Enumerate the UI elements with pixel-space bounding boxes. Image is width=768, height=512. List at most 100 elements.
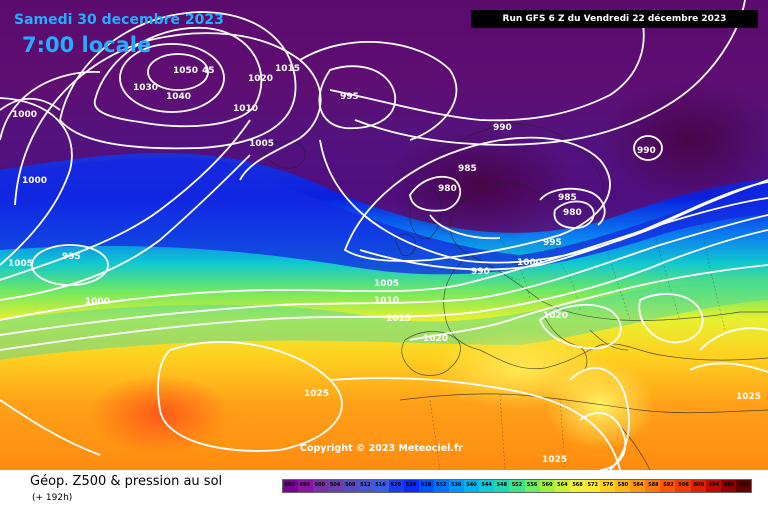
scale-label: 540 bbox=[466, 482, 477, 488]
scale-label: 520 bbox=[390, 482, 401, 488]
isobar-label: 1005 bbox=[249, 139, 274, 149]
color-scale-labels: 492 496 500 504 508 512 516 520 524 528 532 536 540 5… bbox=[282, 480, 752, 490]
isobar-label: 1040 bbox=[166, 92, 191, 102]
isobar-label: 1025 bbox=[304, 389, 329, 399]
forecast-date: Samedi 30 decembre 2023 bbox=[14, 12, 224, 28]
scale-swatch bbox=[705, 480, 721, 492]
scale-swatch bbox=[388, 480, 404, 492]
isobar-labels: 1050 45 1040 1030 1020 1015 1010 1005 10… bbox=[8, 64, 761, 465]
scale-swatch bbox=[449, 480, 465, 492]
isobar-label: 1025 bbox=[542, 455, 567, 465]
isobar-label: 1000 bbox=[22, 176, 47, 186]
copyright: Copyright © 2023 Meteociel.fr bbox=[300, 443, 463, 454]
scale-swatch bbox=[554, 480, 570, 492]
isobar-label: 1015 bbox=[275, 64, 300, 74]
scale-label: 548 bbox=[496, 482, 507, 488]
polar-low-region bbox=[0, 0, 768, 233]
blue-band bbox=[0, 157, 768, 275]
isobar-label: 995 bbox=[340, 92, 359, 102]
low-pressure-core bbox=[385, 130, 575, 240]
scale-label: 608 bbox=[723, 482, 735, 488]
scale-swatch bbox=[735, 480, 751, 492]
low-pressure-core-east bbox=[600, 80, 768, 200]
scale-label: 560 bbox=[542, 482, 553, 488]
scale-label: 572 bbox=[587, 482, 598, 488]
isobar-label: 1050 bbox=[173, 66, 198, 76]
scale-swatch bbox=[509, 480, 525, 492]
isobar-label: 990 bbox=[493, 123, 512, 133]
scale-label: 592 bbox=[663, 482, 674, 488]
scale-swatch bbox=[464, 480, 480, 492]
scale-label: 496 bbox=[299, 482, 310, 488]
isobar-label: 985 bbox=[558, 193, 577, 203]
isobar-label: 1025 bbox=[736, 392, 761, 402]
forecast-time: 7:00 locale bbox=[22, 33, 152, 57]
scale-swatch bbox=[373, 480, 389, 492]
scale-label: 528 bbox=[420, 482, 432, 488]
geopotential-field: 1050 45 1040 1030 1020 1015 1010 1005 10… bbox=[0, 0, 768, 470]
legend-subtitle: (+ 192h) bbox=[32, 493, 73, 503]
scale-swatch bbox=[479, 480, 495, 492]
scale-swatch bbox=[358, 480, 374, 492]
isobar-label: 1010 bbox=[233, 104, 258, 114]
scale-label: 524 bbox=[405, 482, 417, 488]
isobar-label: 1000 bbox=[517, 258, 542, 268]
scale-swatch bbox=[328, 480, 344, 492]
scale-swatch bbox=[599, 480, 616, 492]
isobars bbox=[0, 0, 768, 470]
scale-swatch bbox=[630, 480, 646, 492]
scale-swatch bbox=[539, 480, 555, 492]
scale-label: 532 bbox=[435, 482, 447, 488]
isobar-label: 1005 bbox=[8, 259, 33, 269]
scale-swatch bbox=[720, 480, 736, 492]
scale-label: 552 bbox=[511, 482, 523, 488]
scale-swatch bbox=[524, 480, 540, 492]
scale-label: 500 bbox=[314, 482, 326, 488]
scale-swatch bbox=[494, 480, 510, 492]
scale-swatch bbox=[660, 480, 676, 492]
scale-swatch bbox=[418, 480, 434, 492]
scale-swatch bbox=[433, 480, 450, 492]
isobar-label: 980 bbox=[563, 208, 582, 218]
scale-swatch bbox=[675, 480, 691, 492]
isobar-label: 1000 bbox=[12, 110, 37, 120]
isobar-label: 1005 bbox=[374, 279, 399, 289]
isobar-label: 1010 bbox=[374, 296, 399, 306]
scale-label: 556 bbox=[526, 482, 538, 488]
scale-label: 512 bbox=[360, 482, 371, 488]
scale-swatch bbox=[403, 480, 419, 492]
scale-label: 612 bbox=[739, 482, 750, 488]
model-run-label: Run GFS 6 Z du Vendredi 22 décembre 2023 bbox=[471, 10, 758, 28]
color-scale bbox=[282, 479, 752, 493]
scale-label: 600 bbox=[693, 482, 705, 488]
scale-label: 564 bbox=[557, 482, 568, 488]
scale-label: 536 bbox=[451, 482, 462, 488]
scale-label: 508 bbox=[344, 482, 356, 488]
scale-label: 516 bbox=[375, 482, 386, 488]
isobar-label: 1015 bbox=[386, 314, 411, 324]
isobar-label: 1020 bbox=[248, 74, 273, 84]
isobar-label: 1000 bbox=[85, 297, 110, 307]
scale-label: 568 bbox=[572, 482, 583, 488]
scale-swatch bbox=[615, 480, 631, 492]
scale-swatch bbox=[313, 480, 329, 492]
scale-swatch bbox=[283, 480, 299, 492]
scale-label: 504 bbox=[329, 482, 341, 488]
scale-swatch bbox=[645, 480, 661, 492]
scale-swatch bbox=[343, 480, 359, 492]
isobar-label: 45 bbox=[202, 66, 215, 76]
isobar-label: 990 bbox=[637, 146, 656, 156]
green-band bbox=[0, 281, 768, 360]
high-ridge-africa bbox=[430, 330, 610, 410]
isobar-label: 995 bbox=[543, 238, 562, 248]
isobar-label: 1020 bbox=[543, 311, 568, 321]
scale-swatch bbox=[298, 480, 314, 492]
scale-label: 580 bbox=[617, 482, 629, 488]
warm-core-atlantic bbox=[90, 375, 230, 455]
scale-label: 576 bbox=[602, 482, 614, 488]
legend-title: Géop. Z500 & pression au sol bbox=[30, 474, 223, 489]
isobar-label: 990 bbox=[471, 267, 490, 277]
isobar-label: 1020 bbox=[423, 334, 448, 344]
isobar-label: 1030 bbox=[133, 83, 158, 93]
